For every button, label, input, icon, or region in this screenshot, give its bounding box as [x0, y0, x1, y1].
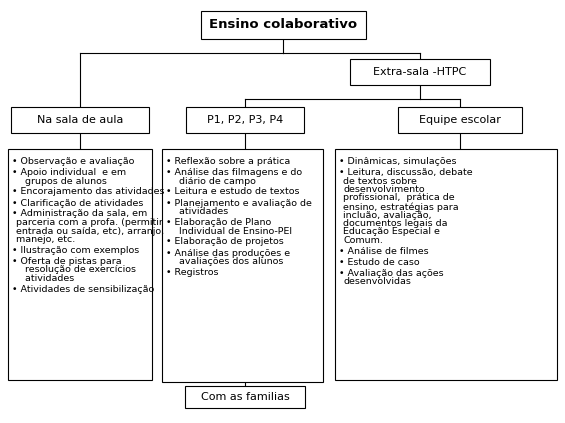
Text: • Dinâmicas, simulações: • Dinâmicas, simulações — [339, 157, 457, 166]
Text: diário de campo: diário de campo — [170, 176, 256, 186]
FancyBboxPatch shape — [11, 107, 149, 133]
Text: • Administração da sala, em: • Administração da sala, em — [12, 209, 147, 219]
Text: • Leitura, discussão, debate: • Leitura, discussão, debate — [339, 168, 473, 177]
Text: Individual de Ensino-PEI: Individual de Ensino-PEI — [170, 226, 292, 236]
Text: ensino, estratégias para: ensino, estratégias para — [343, 202, 459, 212]
Text: grupos de alunos: grupos de alunos — [16, 176, 107, 186]
Text: Extra-sala -HTPC: Extra-sala -HTPC — [373, 67, 467, 77]
Text: de textos sobre: de textos sobre — [343, 176, 417, 186]
Text: • Estudo de caso: • Estudo de caso — [339, 258, 420, 267]
Text: desenvolvidas: desenvolvidas — [343, 277, 411, 286]
Text: resolução de exercícios: resolução de exercícios — [16, 266, 136, 275]
Text: avaliações dos alunos: avaliações dos alunos — [170, 257, 284, 266]
FancyBboxPatch shape — [162, 149, 323, 382]
Text: profissional,  prática de: profissional, prática de — [343, 193, 455, 203]
FancyBboxPatch shape — [398, 107, 522, 133]
Text: atividades: atividades — [170, 207, 228, 216]
Text: • Atividades de sensibilização: • Atividades de sensibilização — [12, 285, 154, 294]
FancyBboxPatch shape — [185, 386, 305, 408]
Text: entrada ou saída, etc), arranjo,: entrada ou saída, etc), arranjo, — [16, 226, 164, 236]
Text: documentos legais da: documentos legais da — [343, 219, 447, 228]
Text: • Análise das produções e: • Análise das produções e — [166, 248, 290, 258]
Text: • Registros: • Registros — [166, 268, 219, 277]
Text: P1, P2, P3, P4: P1, P2, P3, P4 — [207, 115, 283, 125]
Text: • Elaboração de Plano: • Elaboração de Plano — [166, 218, 271, 227]
Text: • Apoio individual  e em: • Apoio individual e em — [12, 168, 126, 177]
Text: Na sala de aula: Na sala de aula — [37, 115, 123, 125]
Text: incluão, avaliação,: incluão, avaliação, — [343, 211, 432, 220]
FancyBboxPatch shape — [8, 149, 152, 380]
Text: desenvolvimento: desenvolvimento — [343, 185, 425, 194]
Text: • Observação e avaliação: • Observação e avaliação — [12, 157, 134, 166]
Text: manejo, etc.: manejo, etc. — [16, 235, 75, 244]
FancyBboxPatch shape — [350, 59, 490, 85]
Text: • Encorajamento das atividades: • Encorajamento das atividades — [12, 187, 164, 197]
Text: • Avaliação das ações: • Avaliação das ações — [339, 269, 444, 278]
Text: • Ilustração com exemplos: • Ilustração com exemplos — [12, 246, 139, 255]
Text: • Planejamento e avaliação de: • Planejamento e avaliação de — [166, 198, 312, 208]
Text: • Reflexão sobre a prática: • Reflexão sobre a prática — [166, 157, 290, 166]
Text: Comum.: Comum. — [343, 236, 383, 245]
FancyBboxPatch shape — [201, 11, 366, 39]
Text: parceria com a profa. (permitir: parceria com a profa. (permitir — [16, 218, 163, 227]
Text: • Leitura e estudo de textos: • Leitura e estudo de textos — [166, 187, 299, 197]
Text: atividades: atividades — [16, 274, 74, 283]
Text: • Análise das filmagens e do: • Análise das filmagens e do — [166, 168, 302, 177]
Text: • Oferta de pistas para: • Oferta de pistas para — [12, 257, 121, 266]
Text: Educação Especial e: Educação Especial e — [343, 228, 440, 236]
Text: Ensino colaborativo: Ensino colaborativo — [209, 19, 357, 31]
FancyBboxPatch shape — [335, 149, 557, 380]
Text: • Clarificação de atividades: • Clarificação de atividades — [12, 198, 144, 208]
Text: Com as familias: Com as familias — [201, 392, 289, 402]
Text: • Análise de filmes: • Análise de filmes — [339, 247, 429, 256]
Text: Equipe escolar: Equipe escolar — [419, 115, 501, 125]
FancyBboxPatch shape — [186, 107, 304, 133]
Text: • Elaboração de projetos: • Elaboração de projetos — [166, 237, 284, 247]
